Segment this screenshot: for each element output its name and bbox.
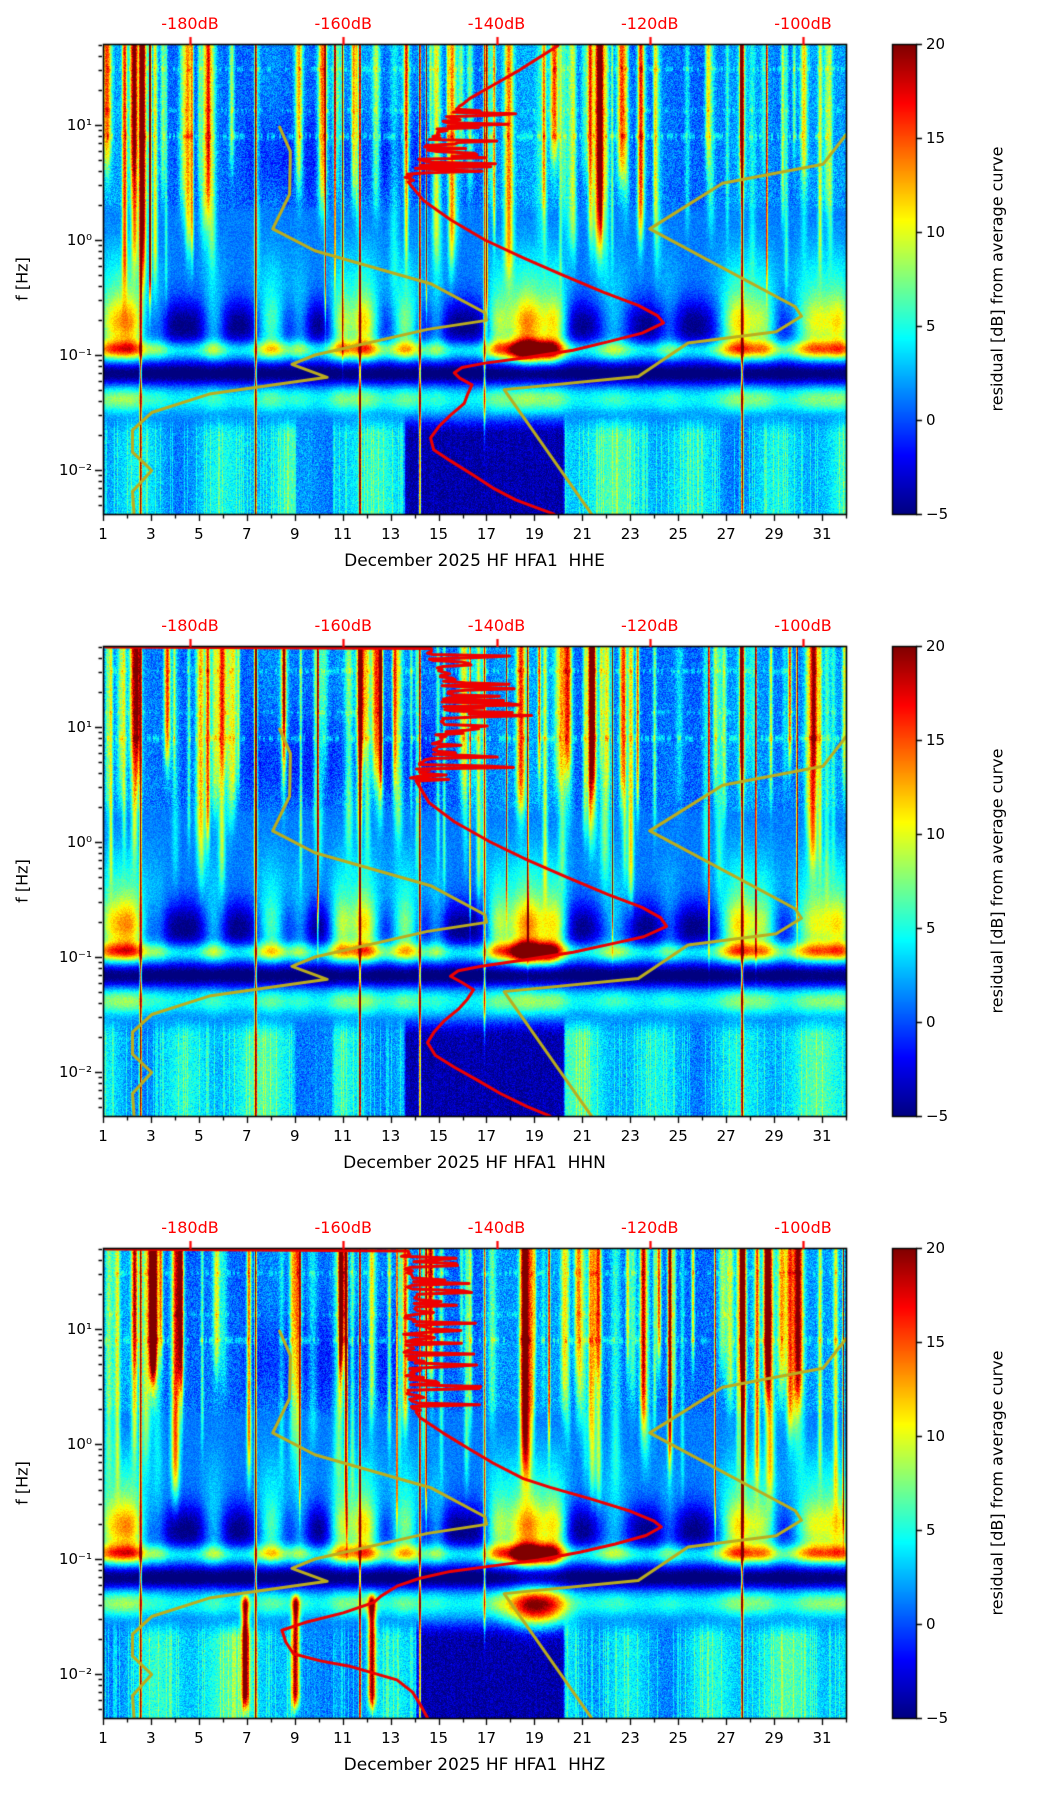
spectrogram-canvas (0, 0, 1052, 1806)
spectrogram-figure: December 2025 HF HFA1 HHE f [Hz] residua… (0, 0, 1052, 1806)
